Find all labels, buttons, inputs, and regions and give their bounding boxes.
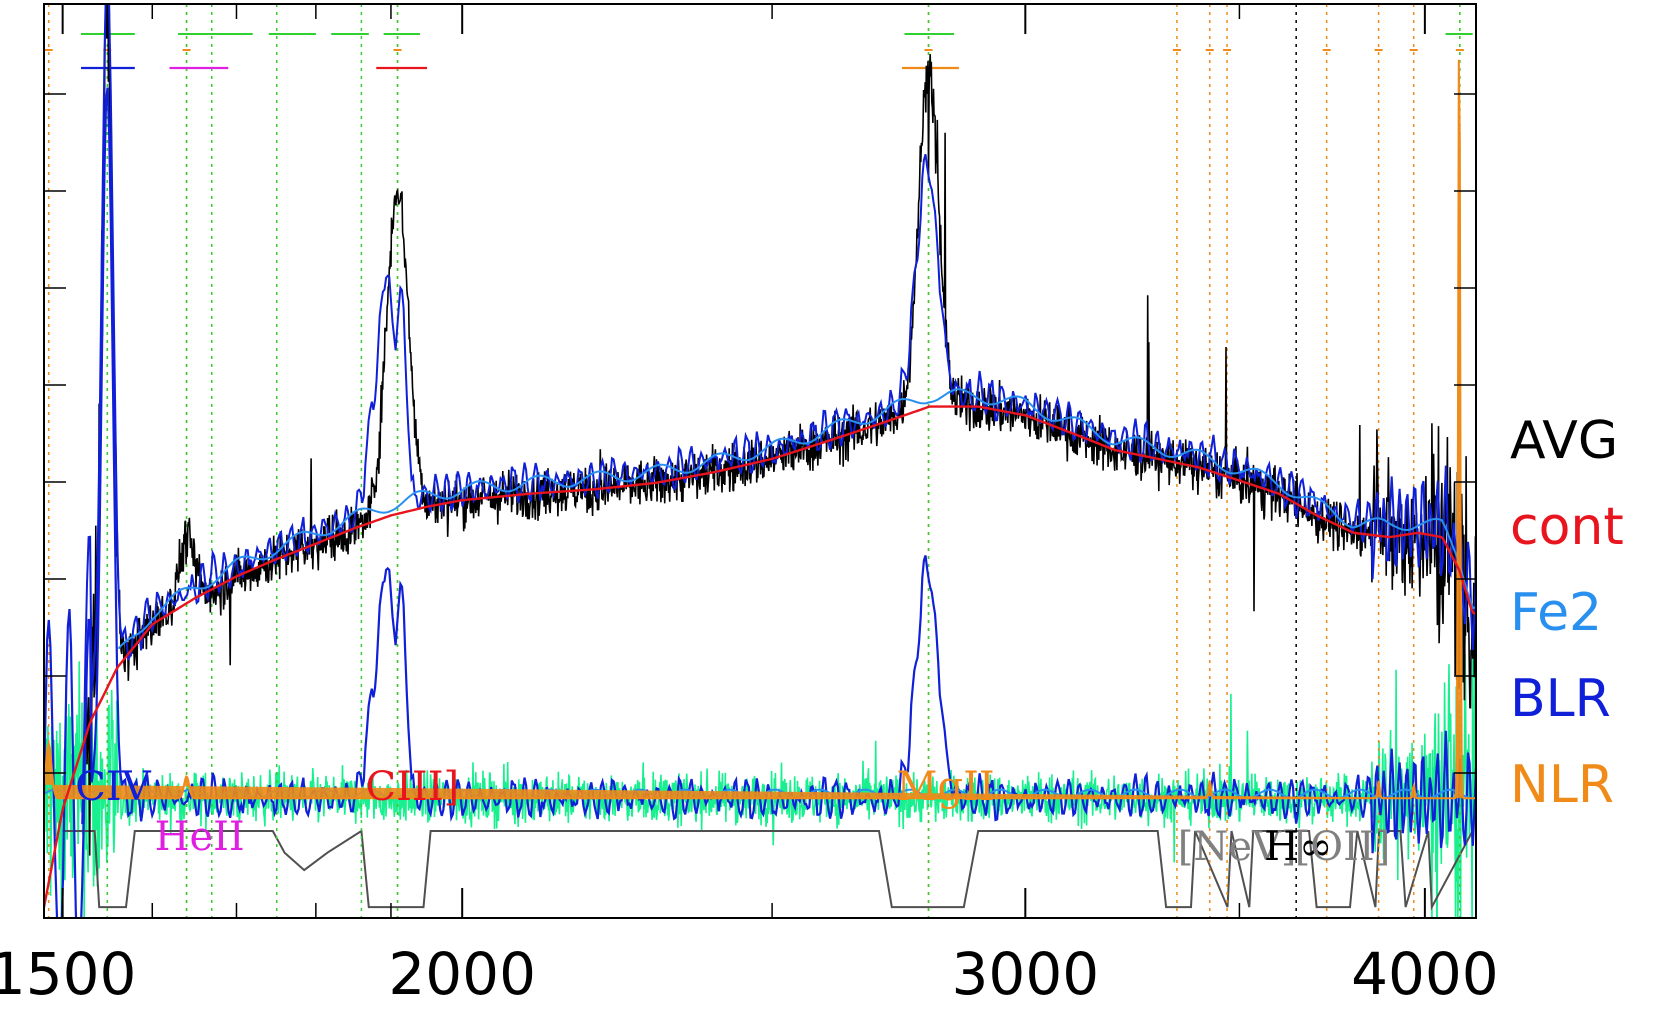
line-label-nev: [NeV]	[1178, 824, 1297, 870]
x-tick-label: 2000	[388, 940, 536, 1008]
x-tick-label: 4000	[1351, 940, 1499, 1008]
fe2-continuum-line	[117, 388, 1476, 650]
legend-nlr: NLR	[1510, 755, 1614, 815]
legend: AVG cont Fe2 BLR NLR	[1510, 411, 1624, 815]
line-label-ciii: CIII]	[366, 764, 460, 810]
x-tick-label: 1500	[0, 940, 136, 1008]
legend-cont: cont	[1510, 497, 1624, 557]
fit-window-line	[62, 829, 1474, 911]
plot-frame	[43, 3, 1477, 919]
legend-fe2: Fe2	[1510, 583, 1602, 643]
legend-avg: AVG	[1510, 411, 1618, 471]
avg-line	[85, 4, 1476, 856]
plot-border	[43, 3, 1477, 919]
nlr-series	[44, 59, 1476, 800]
model-total-line	[81, 4, 1476, 825]
line-label-mgii: MgII	[897, 764, 995, 810]
blr-series	[44, 4, 1476, 918]
line-label-civ: CIV	[75, 764, 151, 810]
legend-blr: BLR	[1510, 669, 1611, 729]
x-tick-label: 3000	[952, 940, 1100, 1008]
x-ticks: 1500 2000 3000 4000	[0, 4, 1499, 1008]
line-label-oii: [OII]	[1295, 824, 1391, 870]
line-label-h: H∞	[1264, 824, 1332, 870]
avg-series	[85, 4, 1476, 856]
fit-window-series	[62, 829, 1474, 911]
nlr-line	[44, 59, 1476, 800]
cont-line	[44, 405, 1476, 908]
line-label-heii: HeII	[155, 814, 245, 860]
cont-series	[44, 405, 1476, 908]
